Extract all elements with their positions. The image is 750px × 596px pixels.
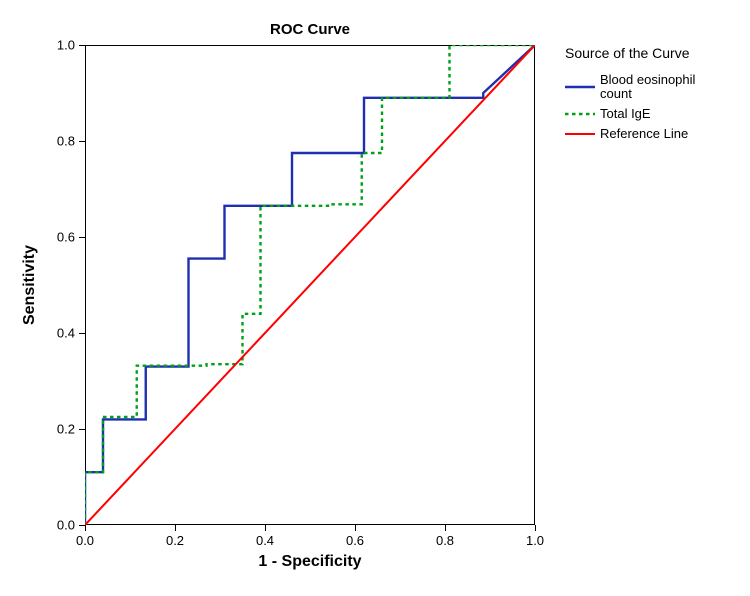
tick-label: 0.4 xyxy=(57,326,75,341)
axis-tick xyxy=(175,525,176,531)
legend-swatch xyxy=(565,128,595,140)
axis-tick xyxy=(535,525,536,531)
tick-label: 1.0 xyxy=(526,533,544,548)
tick-label: 0.6 xyxy=(57,230,75,245)
axis-tick xyxy=(79,141,85,142)
tick-label: 0.2 xyxy=(57,422,75,437)
axis-tick xyxy=(355,525,356,531)
axis-tick xyxy=(79,333,85,334)
tick-label: 0.4 xyxy=(256,533,274,548)
tick-label: 0.0 xyxy=(76,533,94,548)
legend-swatch xyxy=(565,108,595,120)
y-axis-title: Sensitivity xyxy=(21,245,39,325)
x-axis-title: 1 - Specificity xyxy=(258,553,361,571)
chart-title: ROC Curve xyxy=(270,21,350,38)
axis-tick xyxy=(79,237,85,238)
tick-label: 0.8 xyxy=(436,533,454,548)
axis-tick xyxy=(79,525,85,526)
roc-lines xyxy=(85,45,535,525)
axis-tick xyxy=(445,525,446,531)
series-line xyxy=(85,45,535,525)
tick-label: 0.2 xyxy=(166,533,184,548)
tick-label: 1.0 xyxy=(57,38,75,53)
legend-swatch xyxy=(565,81,595,93)
axis-tick xyxy=(265,525,266,531)
legend-label: Reference Line xyxy=(600,127,688,141)
legend-item: Reference Line xyxy=(565,127,745,141)
axis-tick xyxy=(85,525,86,531)
axis-tick xyxy=(79,45,85,46)
tick-label: 0.8 xyxy=(57,134,75,149)
legend-label: Blood eosinophilcount xyxy=(600,73,695,101)
legend-item: Blood eosinophilcount xyxy=(565,73,745,101)
legend-item: Total IgE xyxy=(565,107,745,121)
tick-label: 0.0 xyxy=(57,518,75,533)
tick-label: 0.6 xyxy=(346,533,364,548)
roc-chart-container: { "layout": { "width": 750, "height": 59… xyxy=(0,0,750,596)
legend-label: Total IgE xyxy=(600,107,651,121)
legend-title: Source of the Curve xyxy=(565,45,690,61)
axis-tick xyxy=(79,429,85,430)
